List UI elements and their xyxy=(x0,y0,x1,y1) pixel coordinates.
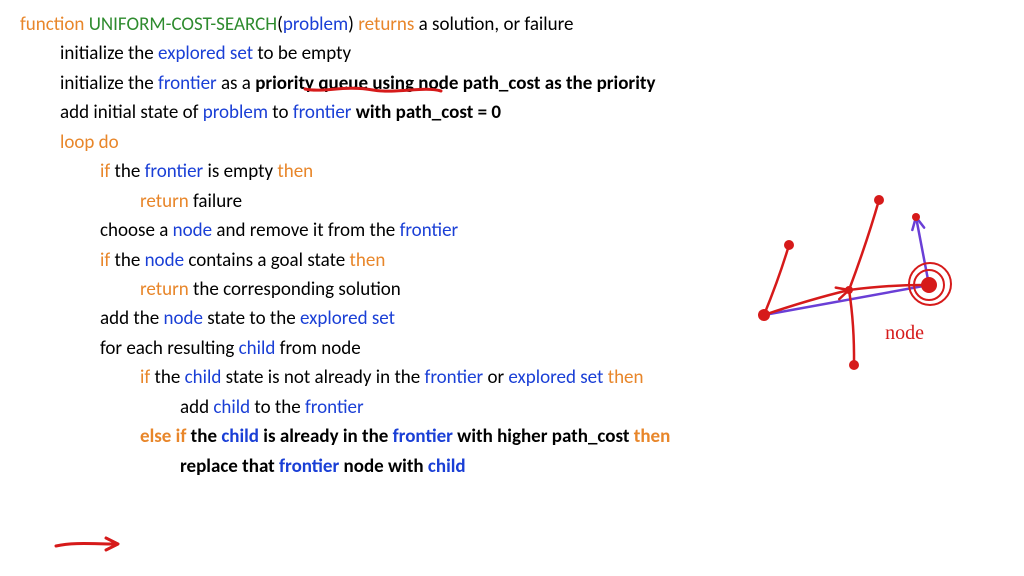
kw-loop: loop do xyxy=(60,131,119,154)
var-explored-set: explored set xyxy=(158,42,253,65)
text: the corresponding solution xyxy=(189,278,401,301)
text: state is not already in the xyxy=(221,366,424,389)
var-problem: problem xyxy=(203,101,268,124)
text: replace that xyxy=(180,455,279,478)
text: or xyxy=(483,366,508,389)
text: node with xyxy=(339,455,428,478)
text: for each resulting xyxy=(100,337,239,360)
text: state to the xyxy=(203,307,300,330)
text: add the xyxy=(100,307,163,330)
text: to xyxy=(268,101,293,124)
var-frontier: frontier xyxy=(158,72,217,95)
var-frontier: frontier xyxy=(293,101,352,124)
var-child: child xyxy=(239,337,276,360)
kw-then: then xyxy=(350,249,386,272)
text: the xyxy=(186,425,221,448)
code-line: function UNIFORM-COST-SEARCH(problem) re… xyxy=(20,10,1004,39)
kw-returns: returns xyxy=(358,13,414,36)
code-line: initialize the explored set to be empty xyxy=(20,39,1004,68)
kw-if: if xyxy=(100,160,110,183)
kw-else-if: else if xyxy=(140,425,186,448)
var-node: node xyxy=(145,249,184,272)
code-line: if the frontier is empty then xyxy=(20,157,1004,186)
kw-if: if xyxy=(100,249,110,272)
kw-then: then xyxy=(608,366,644,389)
text: failure xyxy=(189,190,242,213)
text: add xyxy=(180,396,213,419)
kw-if: if xyxy=(140,366,150,389)
code-line: if the child state is not already in the… xyxy=(20,363,1004,392)
kw-then: then xyxy=(277,160,313,183)
code-line: initialize the frontier as a priority qu… xyxy=(20,69,1004,98)
var-frontier: frontier xyxy=(393,425,453,448)
text: the xyxy=(150,366,184,389)
var-frontier: frontier xyxy=(279,455,339,478)
code-line: add initial state of problem to frontier… xyxy=(20,98,1004,127)
var-frontier: frontier xyxy=(425,366,484,389)
text: as a xyxy=(217,72,256,95)
text: to be empty xyxy=(253,42,351,65)
text: initialize the xyxy=(60,42,158,65)
kw-then: then xyxy=(634,425,671,448)
text: from node xyxy=(275,337,360,360)
code-line: return the corresponding solution xyxy=(20,275,1004,304)
var-child: child xyxy=(213,396,250,419)
text: and remove it from the xyxy=(212,219,399,242)
text: choose a xyxy=(100,219,173,242)
kw-function: function xyxy=(20,13,89,36)
text: is empty xyxy=(203,160,277,183)
code-line: replace that frontier node with child xyxy=(20,452,1004,481)
text: add initial state of xyxy=(60,101,203,124)
paren: ) xyxy=(348,13,358,36)
code-line: loop do xyxy=(20,128,1004,157)
text: the xyxy=(110,160,144,183)
emph-text: priority queue using node path_cost as t… xyxy=(255,72,655,95)
pseudocode-block: function UNIFORM-COST-SEARCH(problem) re… xyxy=(20,10,1004,481)
var-frontier: frontier xyxy=(145,160,204,183)
text: is already in the xyxy=(259,425,393,448)
var-explored-set: explored set xyxy=(508,366,603,389)
text: to the xyxy=(250,396,305,419)
text: with higher path_cost xyxy=(453,425,634,448)
text: a solution, or failure xyxy=(414,13,573,36)
text: the xyxy=(110,249,144,272)
text: contains a goal state xyxy=(184,249,349,272)
var-frontier: frontier xyxy=(400,219,459,242)
code-line: add the node state to the explored set xyxy=(20,304,1004,333)
arrow-annotation-icon xyxy=(54,534,124,554)
emph-text: with path_cost = 0 xyxy=(351,101,501,124)
node-handwriting-label: node xyxy=(885,318,924,349)
param-problem: problem xyxy=(283,13,348,36)
kw-return: return xyxy=(140,190,189,213)
var-node: node xyxy=(163,307,202,330)
code-line: add child to the frontier xyxy=(20,393,1004,422)
var-explored-set: explored set xyxy=(300,307,395,330)
code-line: return failure xyxy=(20,187,1004,216)
var-child: child xyxy=(185,366,222,389)
code-line: if the node contains a goal state then xyxy=(20,246,1004,275)
var-child: child xyxy=(428,455,466,478)
func-name: UNIFORM-COST-SEARCH xyxy=(89,13,277,36)
var-node: node xyxy=(173,219,212,242)
text: initialize the xyxy=(60,72,158,95)
code-line: for each resulting child from node xyxy=(20,334,1004,363)
var-frontier: frontier xyxy=(305,396,364,419)
var-child: child xyxy=(221,425,259,448)
code-line: else if the child is already in the fron… xyxy=(20,422,1004,451)
code-line: choose a node and remove it from the fro… xyxy=(20,216,1004,245)
kw-return: return xyxy=(140,278,189,301)
